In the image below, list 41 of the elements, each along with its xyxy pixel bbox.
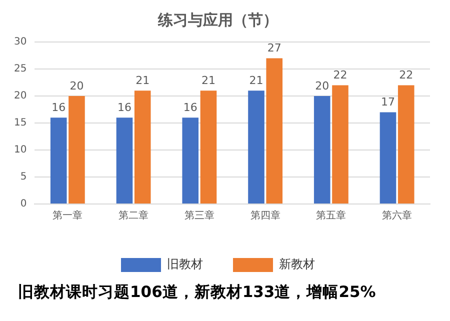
data-label: 16 bbox=[117, 100, 132, 114]
legend-label: 新教材 bbox=[279, 257, 315, 272]
legend-label: 旧教材 bbox=[167, 257, 203, 272]
bar bbox=[314, 96, 330, 204]
data-label: 22 bbox=[399, 68, 414, 82]
data-label: 22 bbox=[333, 68, 348, 82]
data-label: 20 bbox=[70, 79, 84, 92]
data-label: 27 bbox=[267, 42, 282, 55]
bar bbox=[200, 90, 217, 204]
bar bbox=[182, 118, 199, 204]
x-tick-label: 第四章 bbox=[250, 210, 280, 222]
y-tick-label: 5 bbox=[20, 172, 27, 183]
bar bbox=[248, 90, 264, 204]
data-label: 21 bbox=[136, 74, 150, 87]
data-label: 16 bbox=[183, 100, 198, 114]
data-label: 21 bbox=[249, 74, 264, 87]
x-tick-label: 第六章 bbox=[382, 210, 412, 222]
y-tick-label: 30 bbox=[14, 36, 27, 48]
data-label: 20 bbox=[315, 79, 330, 92]
bar bbox=[380, 112, 396, 204]
x-tick-label: 第一章 bbox=[52, 210, 83, 222]
x-tick-label: 第三章 bbox=[184, 210, 214, 222]
bar bbox=[50, 118, 67, 204]
bar bbox=[398, 85, 414, 204]
chart-title: 练习与应用（节） bbox=[157, 10, 278, 29]
data-label: 17 bbox=[381, 96, 395, 109]
bar bbox=[266, 58, 283, 204]
y-tick-label: 25 bbox=[14, 64, 27, 75]
data-label: 16 bbox=[52, 100, 66, 114]
data-label: 21 bbox=[201, 74, 216, 87]
y-tick-label: 15 bbox=[14, 118, 27, 129]
y-tick-label: 10 bbox=[14, 144, 27, 156]
y-tick-label: 20 bbox=[14, 90, 27, 102]
text: 旧教材课时习题106道，新教材133道，增幅25% bbox=[17, 282, 377, 303]
bar bbox=[68, 96, 85, 204]
x-tick-label: 第五章 bbox=[316, 210, 346, 222]
x-tick-label: 第二章 bbox=[118, 210, 149, 222]
bar bbox=[134, 90, 151, 204]
y-tick-label: 0 bbox=[20, 198, 27, 210]
bar bbox=[116, 118, 133, 204]
bar bbox=[332, 85, 348, 204]
